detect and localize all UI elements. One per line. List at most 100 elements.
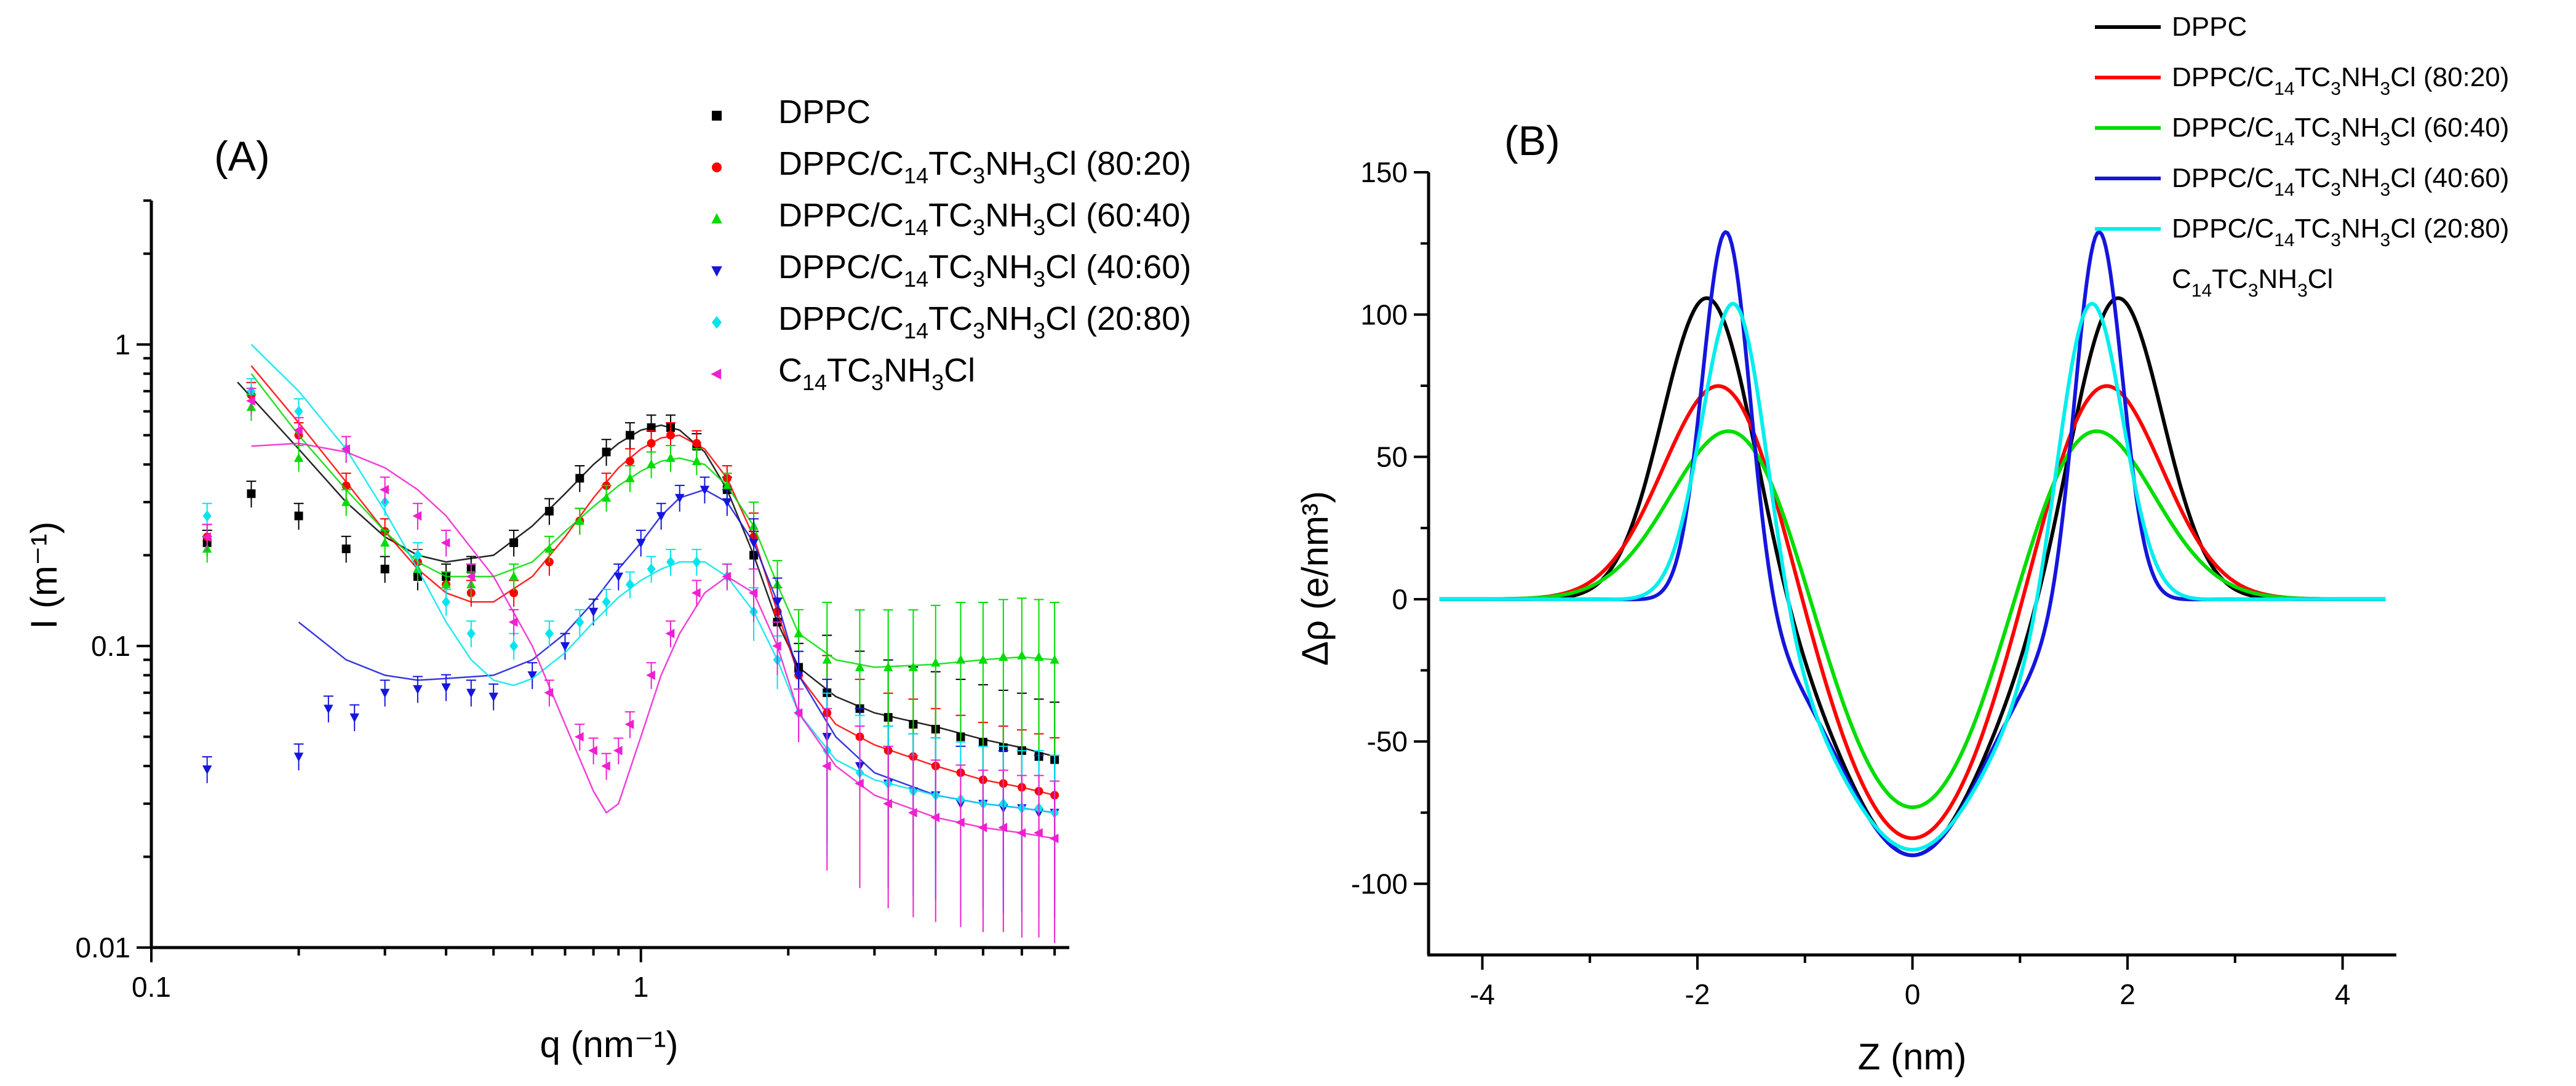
data-point bbox=[656, 512, 666, 521]
data-point bbox=[412, 511, 422, 521]
data-point bbox=[202, 765, 212, 775]
data-point bbox=[544, 506, 554, 516]
x-tick-label: -4 bbox=[1470, 978, 1495, 1010]
data-point bbox=[748, 588, 758, 598]
data-point bbox=[647, 423, 656, 432]
data-point bbox=[509, 538, 519, 548]
legend-label: C14TC3NH3Cl bbox=[778, 352, 975, 395]
data-point bbox=[908, 662, 919, 671]
data-point bbox=[488, 692, 498, 702]
panel-b-label: (B) bbox=[1504, 118, 1560, 164]
data-point bbox=[527, 671, 537, 681]
data-point bbox=[509, 640, 519, 652]
data-point bbox=[247, 489, 256, 498]
data-point bbox=[636, 538, 646, 548]
data-point bbox=[625, 578, 634, 590]
legend-label: DPPC/C14TC3NH3Cl (60:40) bbox=[2172, 113, 2509, 150]
data-point bbox=[692, 439, 701, 448]
x-tick-label: 0 bbox=[1905, 978, 1921, 1010]
data-point bbox=[574, 732, 584, 742]
data-point bbox=[955, 817, 965, 828]
data-point bbox=[1049, 834, 1059, 844]
data-point bbox=[625, 431, 634, 440]
legend-label: C14TC3NH3Cl bbox=[2172, 264, 2333, 301]
data-point bbox=[692, 556, 701, 568]
data-point bbox=[613, 746, 623, 756]
panel-a-legend: DPPC DPPC/C14TC3NH3Cl (80:20) DPPC/C14TC3N… bbox=[711, 94, 1191, 395]
data-point bbox=[692, 456, 702, 465]
data-point bbox=[907, 808, 917, 818]
y-tick-label: 1 bbox=[114, 329, 130, 361]
panel-b-legend: DPPC DPPC/C14TC3NH3Cl (80:20) DPPC/C14TC3N… bbox=[2095, 12, 2509, 301]
data-point bbox=[666, 556, 676, 568]
data-point bbox=[293, 753, 304, 762]
data-point bbox=[544, 688, 554, 698]
data-point bbox=[1034, 828, 1043, 838]
data-point bbox=[624, 719, 634, 729]
x-tick-label: 4 bbox=[2335, 978, 2351, 1010]
data-point bbox=[293, 453, 304, 462]
legend-marker bbox=[712, 316, 722, 329]
legend-label: DPPC bbox=[2172, 12, 2247, 42]
data-point bbox=[544, 543, 554, 553]
data-point bbox=[294, 511, 303, 521]
data-point bbox=[1017, 650, 1027, 660]
y-tick-label: -50 bbox=[1367, 725, 1408, 757]
data-point bbox=[575, 617, 584, 628]
data-point bbox=[794, 628, 804, 637]
data-point bbox=[955, 654, 966, 664]
data-point bbox=[413, 685, 423, 695]
data-point bbox=[666, 453, 676, 462]
data-point bbox=[508, 617, 518, 627]
data-point bbox=[625, 473, 635, 482]
data-point bbox=[613, 572, 623, 582]
y-tick-label: 0 bbox=[1392, 583, 1408, 615]
data-point bbox=[978, 823, 987, 832]
data-point bbox=[646, 459, 656, 469]
data-point bbox=[1016, 828, 1026, 838]
data-point bbox=[978, 654, 988, 664]
legend-marker bbox=[712, 162, 722, 172]
panel-b: (B) -4 -2 0 2 4 -100 -50 0 50 100 150 Z (nm) Δρ (e… bbox=[1294, 12, 2509, 1077]
data-point bbox=[575, 516, 584, 525]
data-point bbox=[202, 510, 212, 522]
panel-b-series bbox=[1439, 230, 2386, 858]
data-point bbox=[700, 485, 710, 495]
profile-dppc-c14tc3nh3cl-20-80 bbox=[1439, 301, 2386, 852]
y-tick-label: 0.01 bbox=[75, 932, 130, 964]
data-point bbox=[883, 662, 893, 671]
y-tick-label: -100 bbox=[1351, 868, 1408, 900]
data-point bbox=[855, 778, 864, 789]
data-point bbox=[675, 493, 685, 503]
data-point bbox=[822, 654, 832, 664]
data-point bbox=[294, 405, 303, 417]
y-tick-label: 50 bbox=[1376, 441, 1408, 473]
data-point bbox=[341, 444, 350, 454]
data-point bbox=[466, 572, 476, 581]
legend-label: DPPC/C14TC3NH3Cl (40:60) bbox=[2172, 163, 2509, 200]
data-point bbox=[293, 425, 303, 435]
panel-a-label: (A) bbox=[214, 133, 270, 180]
data-point bbox=[998, 823, 1008, 832]
data-point bbox=[793, 708, 803, 718]
legend-label: DPPC bbox=[778, 94, 871, 130]
data-point bbox=[931, 657, 941, 667]
data-point bbox=[441, 579, 451, 589]
data-point bbox=[588, 607, 599, 617]
legend-label: DPPC/C14TC3NH3Cl (80:20) bbox=[2172, 62, 2509, 99]
profile-dppc-c14tc3nh3cl-60-40 bbox=[1439, 429, 2386, 809]
data-point bbox=[509, 588, 519, 597]
data-point bbox=[341, 545, 351, 554]
data-point bbox=[930, 812, 940, 823]
fit-curve bbox=[298, 489, 1055, 814]
legend-marker bbox=[711, 213, 722, 224]
legend-label: DPPC/C14TC3NH3Cl (80:20) bbox=[778, 145, 1191, 188]
x-tick-label: 2 bbox=[2119, 978, 2135, 1010]
data-point bbox=[324, 705, 333, 714]
data-point bbox=[883, 799, 892, 809]
x-tick-label: -2 bbox=[1685, 978, 1710, 1010]
data-point bbox=[509, 571, 519, 581]
legend-marker bbox=[712, 111, 722, 121]
y-tick-label: 0.1 bbox=[91, 630, 130, 662]
